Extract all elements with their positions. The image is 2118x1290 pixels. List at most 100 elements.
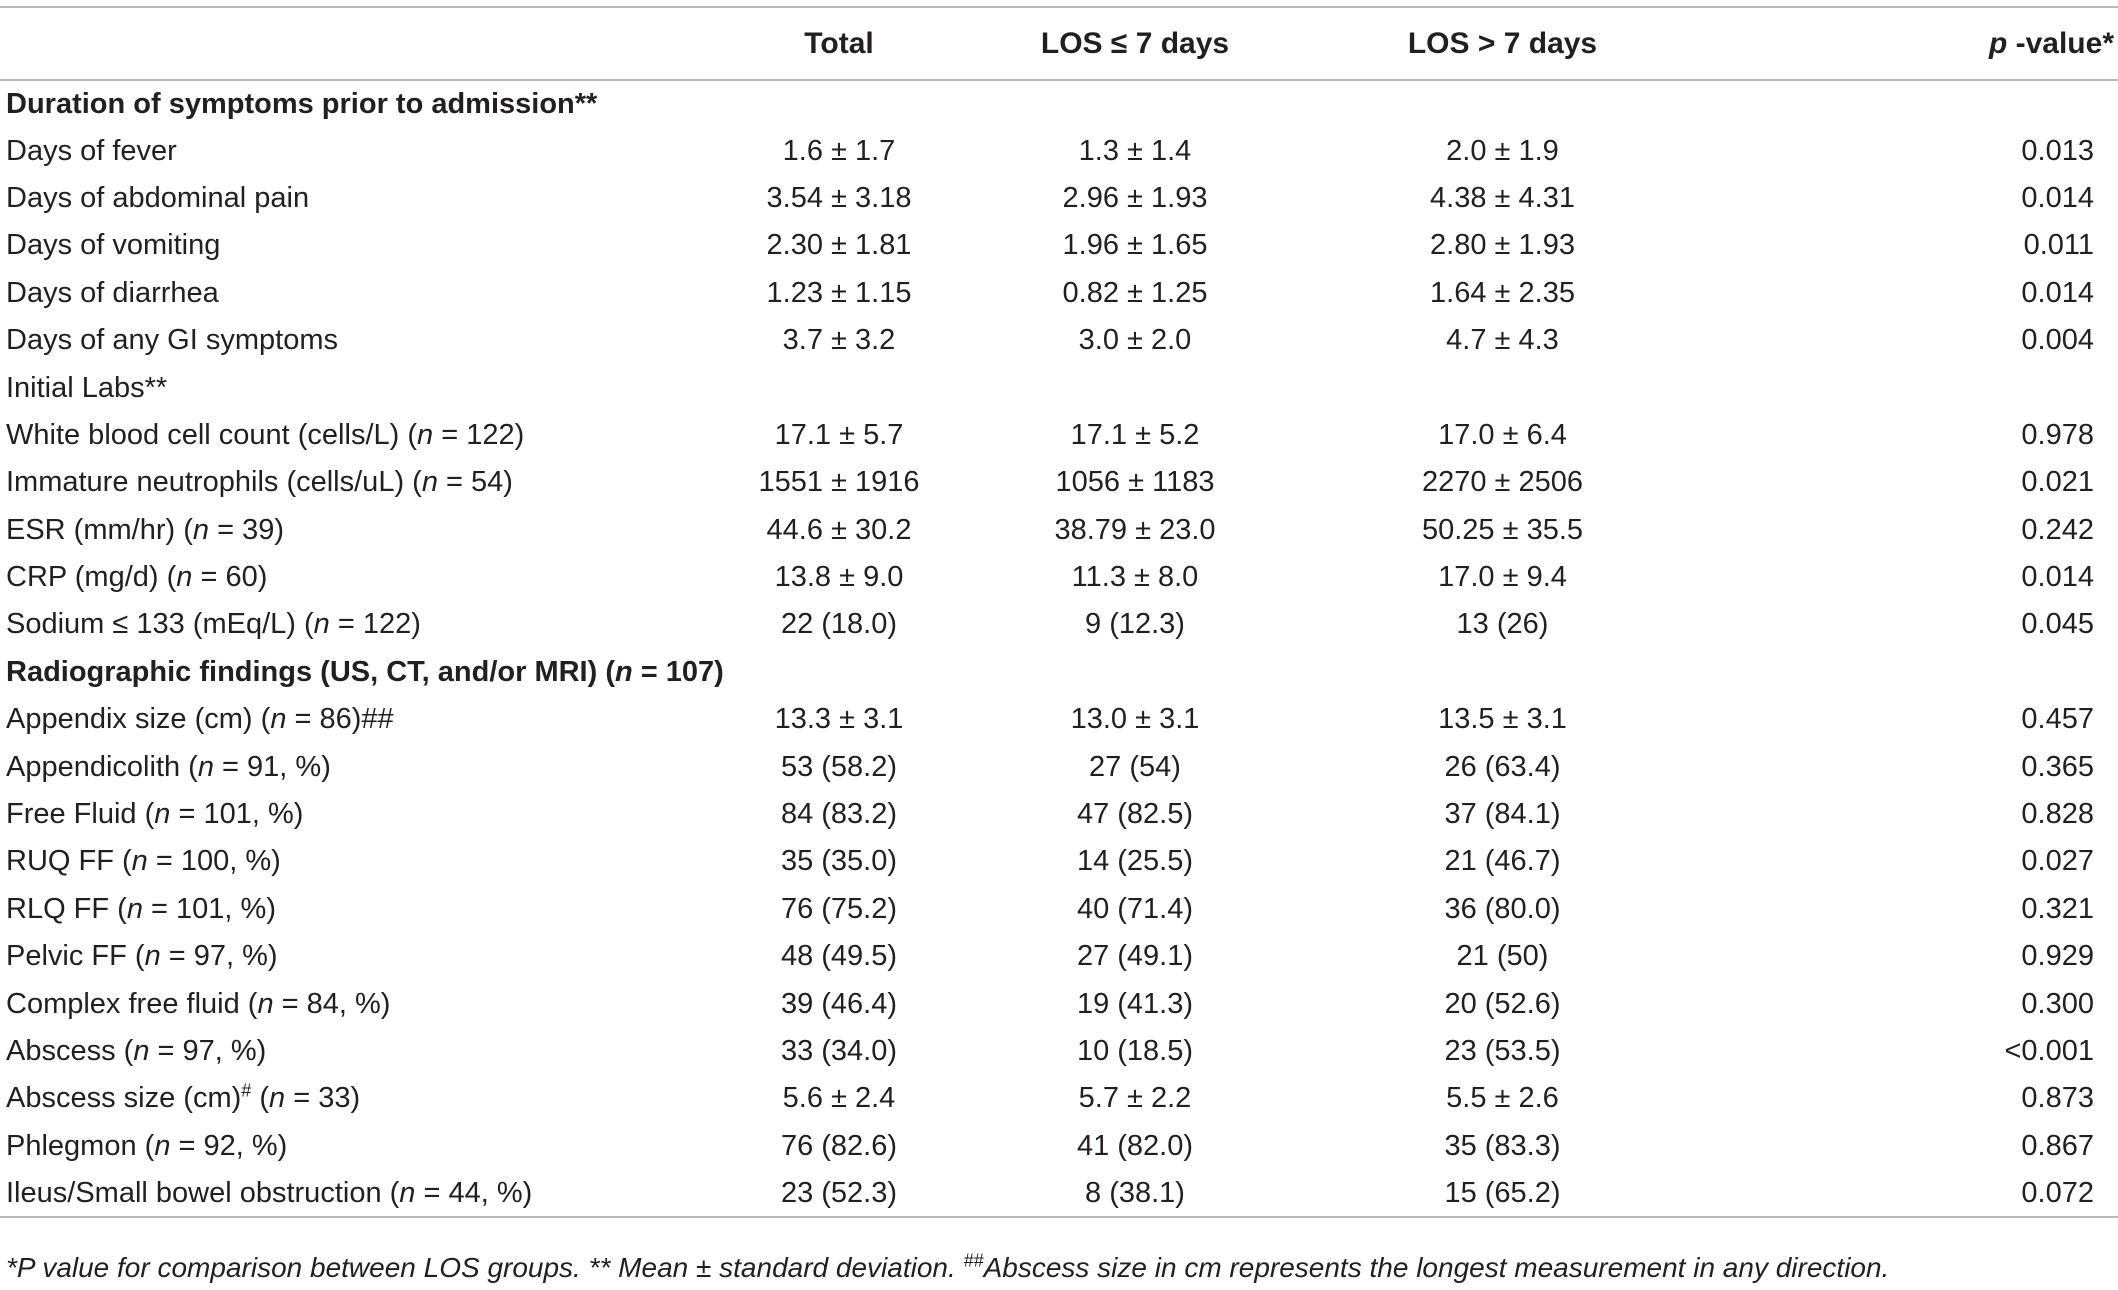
- label-n: n: [270, 703, 287, 736]
- label-post: = 91, %): [213, 750, 331, 783]
- row-label: Days of diarrhea: [0, 270, 718, 317]
- cell-los-le-7: 1.3 ± 1.4: [1078, 134, 1192, 167]
- cell-total: 48 (49.5): [780, 940, 898, 973]
- label-pre: Days of abdominal pain: [6, 181, 310, 214]
- cell-los-le-7: 9 (12.3): [1085, 608, 1185, 641]
- table-row: Free Fluid (n = 101, %) 84 (83.2) 47 (82.5…: [0, 791, 2118, 838]
- label-n: n: [176, 561, 193, 594]
- cell-los-le-7: 0.82 ± 1.25: [1062, 276, 1208, 309]
- cell-los-gt-7: 50.25 ± 35.5: [1421, 513, 1584, 546]
- label-post: = 60): [192, 561, 268, 594]
- table-row: RLQ FF (n = 101, %) 76 (75.2) 40 (71.4) 36 …: [0, 886, 2118, 933]
- empty-cell: [960, 649, 1310, 696]
- label-n: n: [313, 608, 330, 641]
- cell-los-le-7: 3.0 ± 2.0: [1078, 324, 1192, 357]
- label-post: = 101, %): [170, 798, 304, 831]
- cell-p-value: 0.242: [2021, 513, 2094, 546]
- cell-total: 84 (83.2): [780, 798, 898, 831]
- empty-cell: [718, 649, 960, 696]
- row-label: RLQ FF (n = 101, %): [0, 886, 718, 933]
- label-n: n: [269, 1082, 286, 1115]
- row-label: Phlegmon (n = 92, %): [0, 1123, 718, 1170]
- label-post: = 122): [329, 608, 421, 641]
- empty-cell: [1695, 649, 2118, 696]
- cell-p-value: 0.300: [2021, 987, 2094, 1020]
- cell-los-le-7: 38.79 ± 23.0: [1054, 513, 1216, 546]
- row-label: RUQ FF (n = 100, %): [0, 838, 718, 885]
- cell-p-value: 0.013: [2021, 134, 2094, 167]
- cell-los-gt-7: 21 (50): [1456, 940, 1549, 973]
- row-label: Appendicolith (n = 91, %): [0, 743, 718, 790]
- label-pre: Immature neutrophils (cells/uL) (: [6, 466, 422, 499]
- cell-los-gt-7: 4.7 ± 4.3: [1446, 324, 1559, 357]
- row-label: Initial Labs**: [0, 364, 718, 411]
- header-row: Total LOS ≤ 7 days LOS > 7 days p -value…: [0, 6, 2118, 81]
- label-pre: Abscess size (cm): [6, 1082, 242, 1115]
- cell-p-value: 0.365: [2021, 750, 2094, 783]
- table-row: Appendicolith (n = 91, %) 53 (58.2) 27 (54…: [0, 743, 2118, 790]
- cell-total: 5.6 ± 2.4: [782, 1082, 896, 1115]
- row-label: Pelvic FF (n = 97, %): [0, 933, 718, 980]
- label-pre: Phlegmon (: [6, 1129, 155, 1162]
- row-label: Immature neutrophils (cells/uL) (n = 54): [0, 459, 718, 506]
- label-pre: ESR (mm/hr) (: [6, 513, 193, 546]
- cell-total: 1551 ± 1916: [758, 466, 920, 499]
- cell-p-value: 0.978: [2021, 418, 2094, 451]
- row-label: Duration of symptoms prior to admission*…: [0, 80, 718, 127]
- label-post: = 100, %): [147, 845, 281, 878]
- row-label: Days of vomiting: [0, 222, 718, 269]
- cell-los-gt-7: 17.0 ± 9.4: [1438, 561, 1567, 594]
- footnote-part2: Abscess size in cm represents the longes…: [983, 1252, 1890, 1283]
- label-post: = 107): [632, 655, 724, 688]
- cell-los-gt-7: 2.80 ± 1.93: [1430, 229, 1575, 262]
- cell-total: 13.8 ± 9.0: [774, 561, 904, 594]
- cell-los-gt-7: [1310, 364, 1695, 411]
- table-row: Ileus/Small bowel obstruction (n = 44, %…: [0, 1169, 2118, 1219]
- cell-p-value: 0.011: [2023, 229, 2094, 262]
- row-label: Ileus/Small bowel obstruction (n = 44, %…: [0, 1169, 718, 1219]
- label-pre: Sodium ≤ 133 (mEq/L) (: [6, 608, 314, 641]
- label-pre: Days of fever: [6, 134, 177, 167]
- data-table: Total LOS ≤ 7 days LOS > 7 days p -value…: [0, 6, 2118, 1219]
- label-n: n: [417, 418, 434, 451]
- cell-los-le-7: 27 (49.1): [1076, 940, 1194, 973]
- cell-total: 76 (75.2): [780, 892, 898, 925]
- label-n: n: [126, 892, 143, 925]
- cell-los-gt-7: 36 (80.0): [1444, 892, 1561, 925]
- label-n: n: [197, 750, 214, 783]
- cell-p-value: 0.867: [2021, 1129, 2094, 1162]
- cell-total: [718, 364, 960, 411]
- cell-los-gt-7: 5.5 ± 2.6: [1446, 1082, 1559, 1115]
- label-pre: RLQ FF (: [6, 892, 127, 925]
- cell-los-le-7: 13.0 ± 3.1: [1070, 703, 1200, 736]
- table-row: Days of fever 1.6 ± 1.7 1.3 ± 1.4 2.0 ± 1.9…: [0, 127, 2118, 174]
- label-pre: Days of any GI symptoms: [6, 324, 338, 357]
- table-row: White blood cell count (cells/L) (n = 12…: [0, 412, 2118, 459]
- label-n: n: [131, 845, 148, 878]
- cell-total: 35 (35.0): [780, 845, 898, 878]
- cell-los-le-7: 14 (25.5): [1076, 845, 1194, 878]
- label-pre2: (: [251, 1082, 269, 1115]
- row-label: Sodium ≤ 133 (mEq/L) (n = 122): [0, 601, 718, 648]
- label-pre: RUQ FF (: [6, 845, 132, 878]
- cell-total: 76 (82.6): [780, 1129, 898, 1162]
- row-label: Abscess size (cm)# (n = 33): [0, 1075, 718, 1122]
- table-row: CRP (mg/d) (n = 60) 13.8 ± 9.0 11.3 ± 8.0 1…: [0, 554, 2118, 601]
- row-label: Abscess (n = 97, %): [0, 1028, 718, 1075]
- label-post: = 84, %): [273, 987, 391, 1020]
- cell-total: 13.3 ± 3.1: [774, 703, 904, 736]
- label-pre: Abscess (: [6, 1035, 134, 1067]
- cell-p-value: 0.873: [2021, 1082, 2094, 1115]
- table-row: Initial Labs**: [0, 364, 2118, 411]
- cell-los-le-7: 10 (18.5): [1076, 1035, 1194, 1067]
- table-row: Days of diarrhea 1.23 ± 1.15 0.82 ± 1.25 1.…: [0, 270, 2118, 317]
- cell-los-le-7: 5.7 ± 2.2: [1078, 1082, 1192, 1115]
- section-row: Duration of symptoms prior to admission*…: [0, 80, 2118, 127]
- label-pre: Duration of symptoms prior to admission*…: [6, 87, 598, 120]
- cell-los-le-7: 11.3 ± 8.0: [1071, 561, 1199, 594]
- table-row: Pelvic FF (n = 97, %) 48 (49.5) 27 (49.1) 2…: [0, 933, 2118, 980]
- header-los-gt-7: LOS > 7 days: [1310, 6, 1695, 81]
- cell-los-gt-7: 26 (63.4): [1444, 750, 1561, 783]
- table-row: Complex free fluid (n = 84, %) 39 (46.4) 1…: [0, 980, 2118, 1027]
